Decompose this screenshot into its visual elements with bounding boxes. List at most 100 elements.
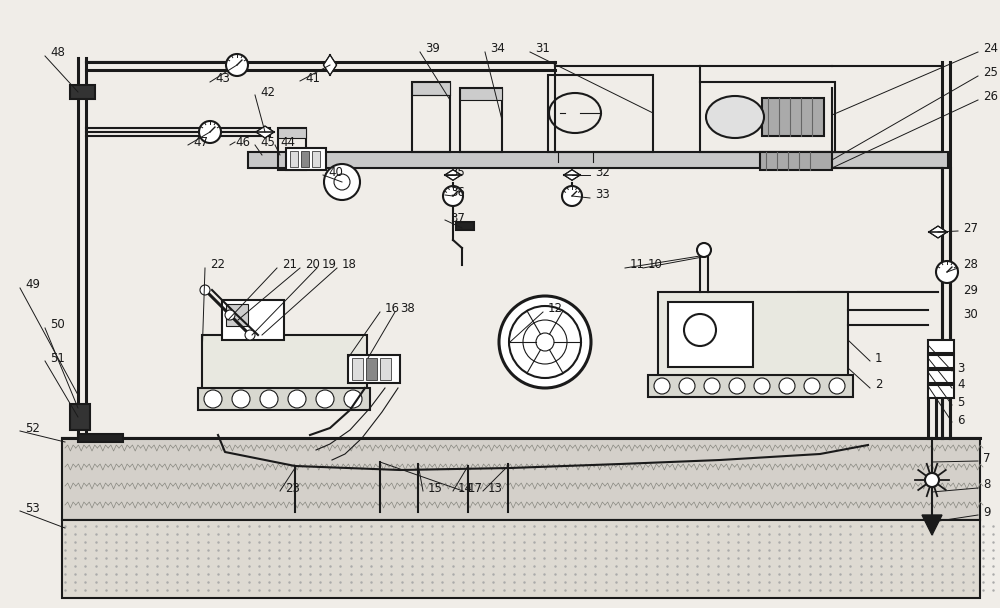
Text: 44: 44	[280, 136, 295, 148]
Circle shape	[925, 473, 939, 487]
Circle shape	[324, 164, 360, 200]
Text: 6: 6	[957, 413, 964, 426]
Text: 5: 5	[957, 395, 964, 409]
Circle shape	[729, 378, 745, 394]
Circle shape	[344, 390, 362, 408]
Circle shape	[754, 378, 770, 394]
Circle shape	[260, 390, 278, 408]
Circle shape	[226, 54, 248, 76]
Text: 50: 50	[50, 319, 65, 331]
Circle shape	[200, 285, 210, 295]
Text: 17: 17	[468, 482, 483, 494]
Text: 26: 26	[983, 91, 998, 103]
Bar	[301, 151, 309, 167]
Polygon shape	[564, 170, 580, 180]
Text: 7: 7	[983, 452, 990, 465]
Text: 39: 39	[425, 41, 440, 55]
Circle shape	[199, 121, 221, 143]
Bar	[928, 370, 954, 383]
Text: 41: 41	[305, 72, 320, 85]
Text: 47: 47	[193, 136, 208, 148]
Bar	[312, 151, 320, 167]
Text: 13: 13	[488, 482, 503, 494]
Bar	[928, 340, 954, 353]
Text: 28: 28	[963, 258, 978, 272]
Text: 23: 23	[285, 482, 300, 494]
Circle shape	[936, 261, 958, 283]
Bar	[348, 355, 400, 383]
Text: 32: 32	[595, 165, 610, 179]
Text: 51: 51	[50, 351, 65, 365]
Text: 33: 33	[595, 188, 610, 201]
Circle shape	[562, 186, 582, 206]
Bar	[460, 88, 502, 100]
Text: 12: 12	[548, 302, 563, 314]
Bar	[668, 302, 753, 367]
Text: 9: 9	[983, 505, 990, 519]
Text: 1: 1	[875, 351, 883, 365]
Circle shape	[829, 378, 845, 394]
Bar	[352, 358, 363, 380]
Circle shape	[225, 310, 235, 320]
Bar	[62, 438, 980, 520]
Circle shape	[697, 243, 711, 257]
Text: 19: 19	[322, 258, 337, 272]
Bar	[286, 148, 326, 170]
Text: 37: 37	[450, 212, 465, 224]
Text: 38: 38	[400, 302, 415, 314]
Circle shape	[679, 378, 695, 394]
Bar	[70, 85, 95, 99]
Bar	[202, 335, 367, 393]
Polygon shape	[564, 170, 580, 180]
Circle shape	[779, 378, 795, 394]
Bar	[70, 404, 90, 430]
Text: 27: 27	[963, 221, 978, 235]
Text: 29: 29	[963, 283, 978, 297]
Bar	[700, 82, 835, 152]
Bar	[248, 152, 948, 168]
Bar	[456, 222, 474, 230]
Text: 53: 53	[25, 502, 40, 514]
Circle shape	[232, 390, 250, 408]
Bar	[412, 82, 450, 152]
Text: 3: 3	[957, 362, 964, 375]
Text: 30: 30	[963, 308, 978, 322]
Text: 45: 45	[260, 136, 275, 148]
Bar	[78, 434, 123, 442]
Circle shape	[704, 378, 720, 394]
Text: 36: 36	[450, 185, 465, 198]
Polygon shape	[324, 55, 336, 75]
Text: 22: 22	[210, 258, 225, 272]
Text: 42: 42	[260, 86, 275, 98]
Text: 52: 52	[25, 421, 40, 435]
Text: 15: 15	[428, 482, 443, 494]
Bar	[62, 520, 980, 598]
Polygon shape	[445, 170, 461, 180]
Bar	[412, 82, 450, 95]
Bar	[198, 388, 370, 410]
Bar	[380, 358, 391, 380]
Bar	[658, 292, 848, 377]
Text: 43: 43	[215, 72, 230, 85]
Bar	[222, 300, 284, 340]
Circle shape	[288, 390, 306, 408]
Text: 35: 35	[450, 165, 465, 179]
Polygon shape	[445, 170, 461, 180]
Polygon shape	[324, 55, 336, 75]
Text: 24: 24	[983, 41, 998, 55]
Text: 48: 48	[50, 46, 65, 58]
Bar	[226, 304, 248, 326]
Text: 21: 21	[282, 258, 297, 272]
Bar	[928, 385, 954, 398]
Circle shape	[804, 378, 820, 394]
Bar	[366, 358, 377, 380]
Circle shape	[499, 296, 591, 388]
Text: 31: 31	[535, 41, 550, 55]
Text: 40: 40	[328, 165, 343, 179]
Text: 14: 14	[458, 482, 473, 494]
Text: 25: 25	[983, 66, 998, 78]
Circle shape	[245, 330, 255, 340]
Bar	[648, 375, 853, 397]
Bar	[278, 128, 306, 170]
Circle shape	[443, 186, 463, 206]
